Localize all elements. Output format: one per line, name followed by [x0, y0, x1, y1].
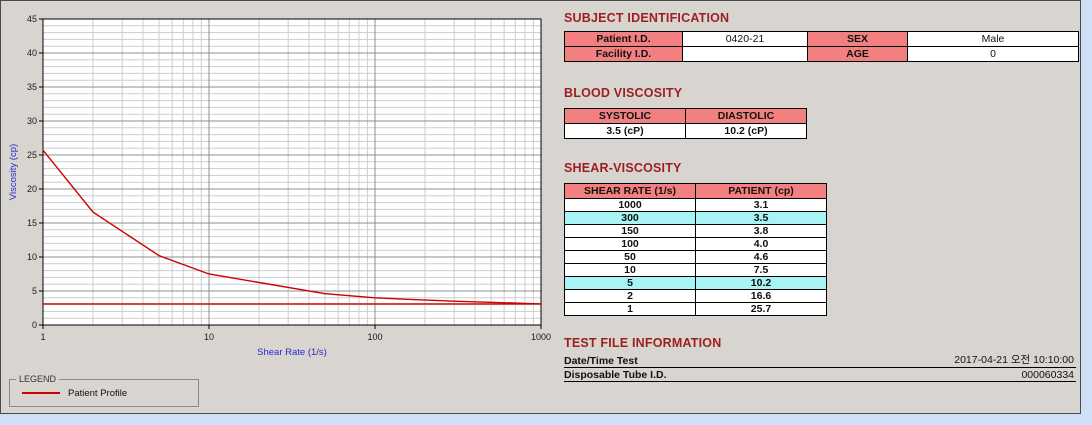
patient-cp-cell: 10.2: [695, 276, 827, 290]
svg-text:35: 35: [27, 82, 37, 92]
svg-text:100: 100: [367, 332, 382, 342]
svg-text:10: 10: [27, 252, 37, 262]
shear-row-8: 1 25.7: [564, 302, 827, 316]
svg-text:40: 40: [27, 48, 37, 58]
shear-rate-cell: 1: [564, 302, 696, 316]
test-file-rows: Date/Time Test 2017-04-21 오전 10:10:00 Di…: [564, 354, 1076, 382]
patient-cp-cell: 25.7: [695, 302, 827, 316]
facility-id-label: Facility I.D.: [564, 46, 683, 62]
patient-id-value: 0420-21: [682, 31, 808, 47]
shear-row-7: 2 16.6: [564, 289, 827, 303]
shear-viscosity-title: SHEAR-VISCOSITY: [564, 161, 682, 175]
patient-cp-cell: 16.6: [695, 289, 827, 303]
svg-text:0: 0: [32, 320, 37, 330]
patient-cp-cell: 7.5: [695, 263, 827, 277]
facility-id-value: [682, 46, 808, 62]
sex-value: Male: [907, 31, 1079, 47]
subject-identification-title: SUBJECT IDENTIFICATION: [564, 11, 730, 25]
tube-id-label: Disposable Tube I.D.: [564, 369, 667, 381]
diastolic-value: 10.2 (cP): [685, 123, 807, 139]
systolic-header: SYSTOLIC: [564, 108, 686, 124]
blood-viscosity-table: SYSTOLIC DIASTOLIC 3.5 (cP) 10.2 (cP): [564, 108, 807, 139]
legend-item: Patient Profile: [10, 380, 198, 406]
tube-id-row: Disposable Tube I.D. 000060334: [564, 368, 1076, 382]
shear-rate-cell: 5: [564, 276, 696, 290]
shear-row-3: 100 4.0: [564, 237, 827, 251]
shear-row-2: 150 3.8: [564, 224, 827, 238]
svg-text:1: 1: [40, 332, 45, 342]
subject-table: Patient I.D. 0420-21 SEX Male Facility I…: [564, 31, 1079, 62]
patient-cp-cell: 3.1: [695, 198, 827, 212]
diastolic-header: DIASTOLIC: [685, 108, 807, 124]
report-panel: SUBJECT IDENTIFICATION Patient I.D. 0420…: [564, 1, 1079, 382]
shear-row-0: 1000 3.1: [564, 198, 827, 212]
table-header-row: SHEAR RATE (1/s) PATIENT (cp): [564, 183, 827, 199]
svg-text:45: 45: [27, 14, 37, 24]
svg-text:Shear Rate (1/s): Shear Rate (1/s): [257, 347, 327, 358]
age-value: 0: [907, 46, 1079, 62]
report-window: 0 5 10 15 20 25 30 35 40 45 1 10 100 1000 Shear Rate (…: [0, 0, 1081, 414]
shear-rate-cell: 10: [564, 263, 696, 277]
legend-color-line: [22, 392, 60, 394]
patient-id-label: Patient I.D.: [564, 31, 683, 47]
shear-rate-header: SHEAR RATE (1/s): [564, 183, 696, 199]
test-file-information-title: TEST FILE INFORMATION: [564, 336, 722, 350]
shear-row-5: 10 7.5: [564, 263, 827, 277]
legend-title: LEGEND: [16, 374, 60, 384]
svg-text:Viscosity (cp): Viscosity (cp): [8, 144, 19, 200]
sex-label: SEX: [807, 31, 908, 47]
date-time-label: Date/Time Test: [564, 355, 638, 367]
shear-viscosity-table: SHEAR RATE (1/s) PATIENT (cp) 1000 3.1 3…: [564, 183, 827, 316]
patient-cp-cell: 3.8: [695, 224, 827, 238]
patient-cp-cell: 4.0: [695, 237, 827, 251]
viscosity-chart: 0 5 10 15 20 25 30 35 40 45 1 10 100 1000 Shear Rate (…: [8, 14, 551, 358]
patient-cp-cell: 4.6: [695, 250, 827, 264]
blood-viscosity-title: BLOOD VISCOSITY: [564, 86, 683, 100]
shear-rate-cell: 150: [564, 224, 696, 238]
shear-row-4: 50 4.6: [564, 250, 827, 264]
svg-text:15: 15: [27, 218, 37, 228]
shear-rate-cell: 50: [564, 250, 696, 264]
tube-id-value: 000060334: [1021, 369, 1074, 381]
svg-text:1000: 1000: [531, 332, 551, 342]
date-time-row: Date/Time Test 2017-04-21 오전 10:10:00: [564, 354, 1076, 368]
shear-rate-cell: 2: [564, 289, 696, 303]
shear-rate-cell: 300: [564, 211, 696, 225]
svg-text:25: 25: [27, 150, 37, 160]
svg-text:10: 10: [204, 332, 214, 342]
table-row: Facility I.D. AGE 0: [564, 46, 1079, 62]
shear-row-6: 5 10.2: [564, 276, 827, 290]
table-row: SYSTOLIC DIASTOLIC: [564, 108, 807, 124]
patient-cp-cell: 3.5: [695, 211, 827, 225]
svg-text:20: 20: [27, 184, 37, 194]
shear-rate-cell: 100: [564, 237, 696, 251]
shear-rate-cell: 1000: [564, 198, 696, 212]
table-row: Patient I.D. 0420-21 SEX Male: [564, 31, 1079, 47]
date-time-value: 2017-04-21 오전 10:10:00: [954, 354, 1074, 366]
legend-item-label: Patient Profile: [68, 387, 128, 399]
systolic-value: 3.5 (cP): [564, 123, 686, 139]
legend: LEGEND Patient Profile: [9, 374, 199, 407]
table-row: 3.5 (cP) 10.2 (cP): [564, 123, 807, 139]
svg-text:5: 5: [32, 286, 37, 296]
svg-text:30: 30: [27, 116, 37, 126]
age-label: AGE: [807, 46, 908, 62]
patient-cp-header: PATIENT (cp): [695, 183, 827, 199]
shear-row-1: 300 3.5: [564, 211, 827, 225]
